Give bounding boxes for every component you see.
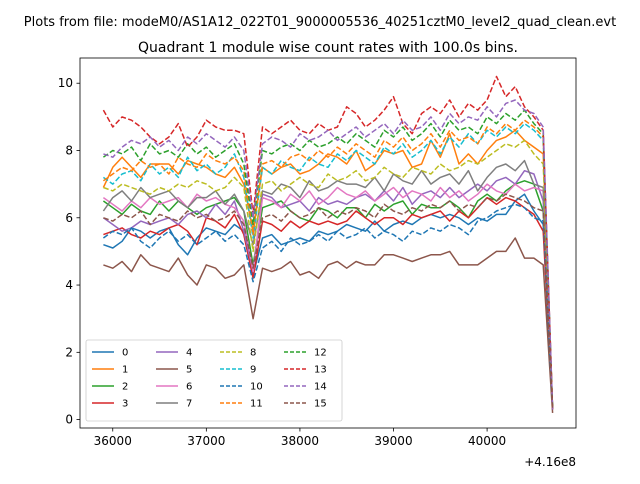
x-tick-label: 37000 [187,434,225,448]
series-line-12 [102,109,554,410]
legend-box [85,339,343,422]
y-tick-label: 6 [65,211,73,225]
series-line-14 [103,99,554,410]
x-tick-label: 40000 [468,434,506,448]
y-tick-label: 4 [65,278,73,292]
chart-suptitle: Plots from file: modeM0/AS1A12_022T01_90… [24,15,616,30]
plot-frame [79,57,577,429]
legend-label-15: 15 [314,399,327,410]
series-line-0 [103,193,554,410]
legend-label-14: 14 [314,382,327,393]
x-tick-label: 39000 [374,434,412,448]
legend-label-2: 2 [122,382,128,393]
series-line-6 [102,183,554,410]
series-line-4 [102,169,554,410]
legend-label-13: 13 [314,365,327,376]
y-tick-label: 0 [65,413,73,427]
legend-label-11: 11 [250,399,263,410]
x-tick-label: 38000 [281,434,319,448]
legend-label-4: 4 [186,348,192,359]
legend-label-10: 10 [250,382,263,393]
series-line-7 [102,159,554,410]
series-line-10 [102,203,554,410]
y-tick-label: 2 [65,345,73,359]
legend-label-8: 8 [250,348,256,359]
legend-label-9: 9 [250,365,256,376]
legend-label-6: 6 [186,382,192,393]
x-offset-label: +4.16e8 [524,455,576,469]
legend-label-0: 0 [122,348,128,359]
legend-label-7: 7 [186,399,192,410]
legend-label-3: 3 [122,399,128,410]
series-lines [102,75,554,413]
legend-label-5: 5 [186,365,192,376]
series-line-15 [103,193,554,410]
legend-label-1: 1 [122,365,128,376]
legend-label-12: 12 [314,348,327,359]
series-line-11 [102,119,554,410]
series-line-5 [103,237,554,413]
y-tick-label: 8 [65,144,73,158]
series-line-8 [103,139,554,410]
x-tick-label: 36000 [94,434,132,448]
y-tick-label: 10 [58,76,73,90]
chart-title: Quadrant 1 module wise count rates with … [138,40,518,56]
